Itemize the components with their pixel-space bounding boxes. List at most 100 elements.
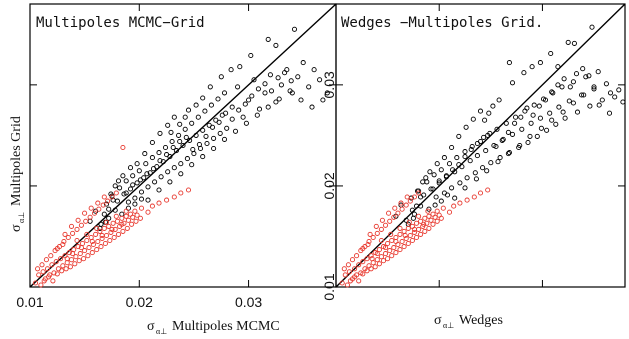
- data-point: [216, 119, 222, 125]
- data-point: [102, 240, 108, 247]
- data-point: [596, 102, 602, 108]
- data-point: [438, 167, 444, 173]
- data-point: [317, 77, 323, 83]
- data-point: [512, 120, 518, 126]
- data-point: [410, 215, 416, 221]
- data-point: [143, 161, 149, 167]
- data-point: [137, 177, 143, 183]
- data-point: [89, 250, 95, 256]
- data-point: [376, 261, 382, 267]
- data-point: [579, 92, 585, 98]
- data-point: [63, 266, 69, 272]
- data-point: [468, 146, 474, 153]
- data-point: [399, 238, 405, 245]
- data-point: [370, 260, 376, 266]
- data-point: [191, 151, 197, 157]
- data-point: [413, 234, 420, 241]
- data-point: [391, 214, 397, 220]
- data-point: [589, 24, 595, 30]
- data-point: [251, 77, 257, 83]
- data-point: [436, 178, 442, 184]
- y-axis-subscript-left: α⊥: [17, 212, 26, 223]
- data-point: [157, 158, 163, 164]
- data-point: [295, 74, 301, 80]
- data-point: [149, 139, 155, 146]
- data-point: [265, 36, 271, 42]
- data-point: [76, 258, 82, 264]
- data-point: [456, 133, 462, 139]
- data-point: [485, 187, 491, 193]
- data-point: [616, 87, 622, 93]
- data-point: [401, 228, 407, 234]
- data-point: [110, 220, 116, 226]
- panel-title-left: Multipoles MCMC−Grid: [36, 15, 205, 31]
- data-point: [496, 97, 502, 103]
- data-point: [434, 208, 440, 214]
- data-point: [291, 26, 298, 32]
- data-point: [218, 74, 224, 80]
- data-point: [228, 67, 234, 73]
- data-point: [432, 202, 438, 208]
- data-point: [528, 120, 534, 126]
- data-point: [187, 137, 193, 143]
- data-point: [256, 106, 263, 112]
- data-point: [224, 125, 230, 131]
- data-point: [467, 158, 473, 164]
- data-point: [506, 60, 512, 66]
- data-point: [409, 237, 415, 244]
- data-point: [574, 109, 581, 115]
- plot-frame-right: [335, 3, 626, 288]
- data-point: [367, 231, 373, 237]
- data-point: [66, 250, 72, 256]
- data-point: [411, 211, 417, 217]
- panel-right: 0.01 0.02 0.03 Wedges −Multipoles Grid. σ …: [321, 3, 626, 330]
- data-point: [409, 207, 415, 213]
- data-point: [587, 103, 593, 109]
- data-point: [406, 219, 412, 225]
- data-point: [561, 76, 567, 82]
- data-point: [562, 115, 568, 121]
- data-point: [237, 64, 243, 70]
- data-point: [53, 259, 59, 265]
- data-point: [144, 171, 150, 177]
- data-point: [379, 217, 385, 223]
- data-point: [101, 194, 107, 200]
- data-point: [401, 244, 407, 250]
- data-point: [368, 266, 374, 272]
- data-point: [61, 238, 67, 245]
- data-point: [267, 72, 273, 78]
- data-point: [95, 200, 101, 206]
- data-point: [64, 256, 70, 262]
- x-axis-symbol-right: σ: [434, 313, 442, 328]
- data-point: [341, 266, 347, 272]
- data-point: [197, 145, 204, 152]
- data-point: [549, 117, 555, 123]
- data-point: [433, 194, 439, 200]
- data-point: [106, 223, 112, 229]
- data-point: [560, 109, 566, 115]
- data-point: [360, 271, 366, 277]
- data-point: [176, 132, 182, 138]
- data-point: [424, 179, 430, 185]
- data-point: [74, 237, 80, 244]
- data-point: [606, 110, 613, 116]
- data-point: [555, 82, 561, 88]
- panel-left: 0.01 0.02 0.03 Multipoles MCMC−Grid σ α⊥ M…: [9, 3, 337, 336]
- data-point: [462, 185, 468, 191]
- x-tick-label: 0.03: [235, 294, 262, 310]
- data-point: [133, 218, 139, 224]
- data-point: [109, 226, 115, 232]
- data-point: [275, 75, 281, 81]
- data-point: [82, 248, 88, 254]
- data-point: [399, 206, 405, 212]
- data-point: [85, 253, 91, 259]
- data-point: [95, 238, 101, 245]
- data-point: [450, 167, 456, 173]
- data-point: [142, 151, 148, 157]
- data-point: [436, 180, 442, 186]
- y-axis-label-left: σ α⊥ Multipoles Grid: [9, 116, 26, 232]
- data-point: [125, 217, 131, 223]
- data-point: [248, 52, 254, 59]
- data-point: [388, 231, 394, 237]
- data-point: [591, 86, 597, 92]
